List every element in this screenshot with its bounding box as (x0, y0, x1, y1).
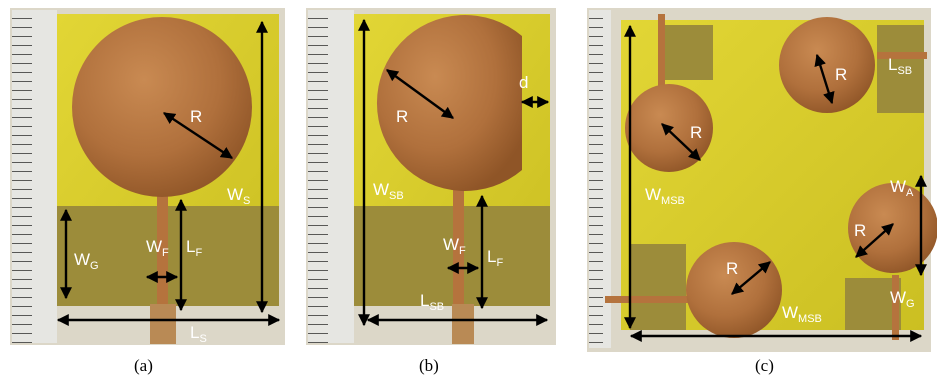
label-c-r-top: R (835, 65, 847, 84)
label-b-wsb: WSB (373, 180, 404, 202)
panel-a: R WS WG WF LF LS (10, 8, 285, 345)
ground-patch-top-right (877, 25, 924, 113)
disc-c-bottom (686, 242, 782, 338)
feed-top (658, 14, 665, 89)
label-c-r-bottom: R (726, 259, 738, 278)
ground-patch-top-left (665, 25, 713, 80)
label-b-d: d (519, 73, 528, 92)
feed-bottom (892, 275, 899, 340)
label-a-ws: WS (227, 185, 250, 207)
label-c-r-left: R (690, 123, 702, 142)
label-c-wmsb-left: WMSB (645, 185, 685, 207)
label-c-r-right: R (854, 221, 866, 240)
panel-b: R d WSB WF LF LSB (306, 8, 556, 345)
label-c-wmsb-bottom: WMSB (782, 303, 822, 325)
label-b-wf: WF (443, 235, 466, 257)
label-c-wg: WG (890, 288, 915, 310)
label-a-ls: LS (190, 323, 207, 345)
label-a-wf: WF (146, 237, 169, 259)
label-c-lsb: LSB (888, 55, 912, 77)
connector-a (150, 304, 176, 344)
disc-c-top-right (779, 17, 875, 113)
panel-c: R LSB R WMSB WA R R WMSB WG (587, 8, 937, 352)
label-b-lf: LF (487, 247, 503, 269)
ground-patch-bottom-left (630, 244, 686, 330)
feed-right (877, 52, 927, 59)
ground-plane-b (354, 206, 550, 306)
radiating-disc-a (72, 17, 252, 197)
feed-line-a (157, 190, 168, 306)
ground-patch-bottom-right (845, 278, 901, 330)
label-b-lsb: LSB (420, 291, 444, 313)
label-b-r: R (396, 107, 408, 126)
caption-c: (c) (755, 356, 774, 375)
label-c-wa: WA (890, 177, 914, 199)
feed-line-b (453, 190, 464, 306)
feed-left (605, 296, 690, 303)
label-a-r: R (190, 107, 202, 126)
label-a-wg: WG (74, 250, 99, 272)
caption-a: (a) (134, 356, 153, 375)
caption-b: (b) (419, 356, 439, 375)
label-a-lf: LF (186, 237, 202, 259)
connector-b (452, 304, 474, 344)
